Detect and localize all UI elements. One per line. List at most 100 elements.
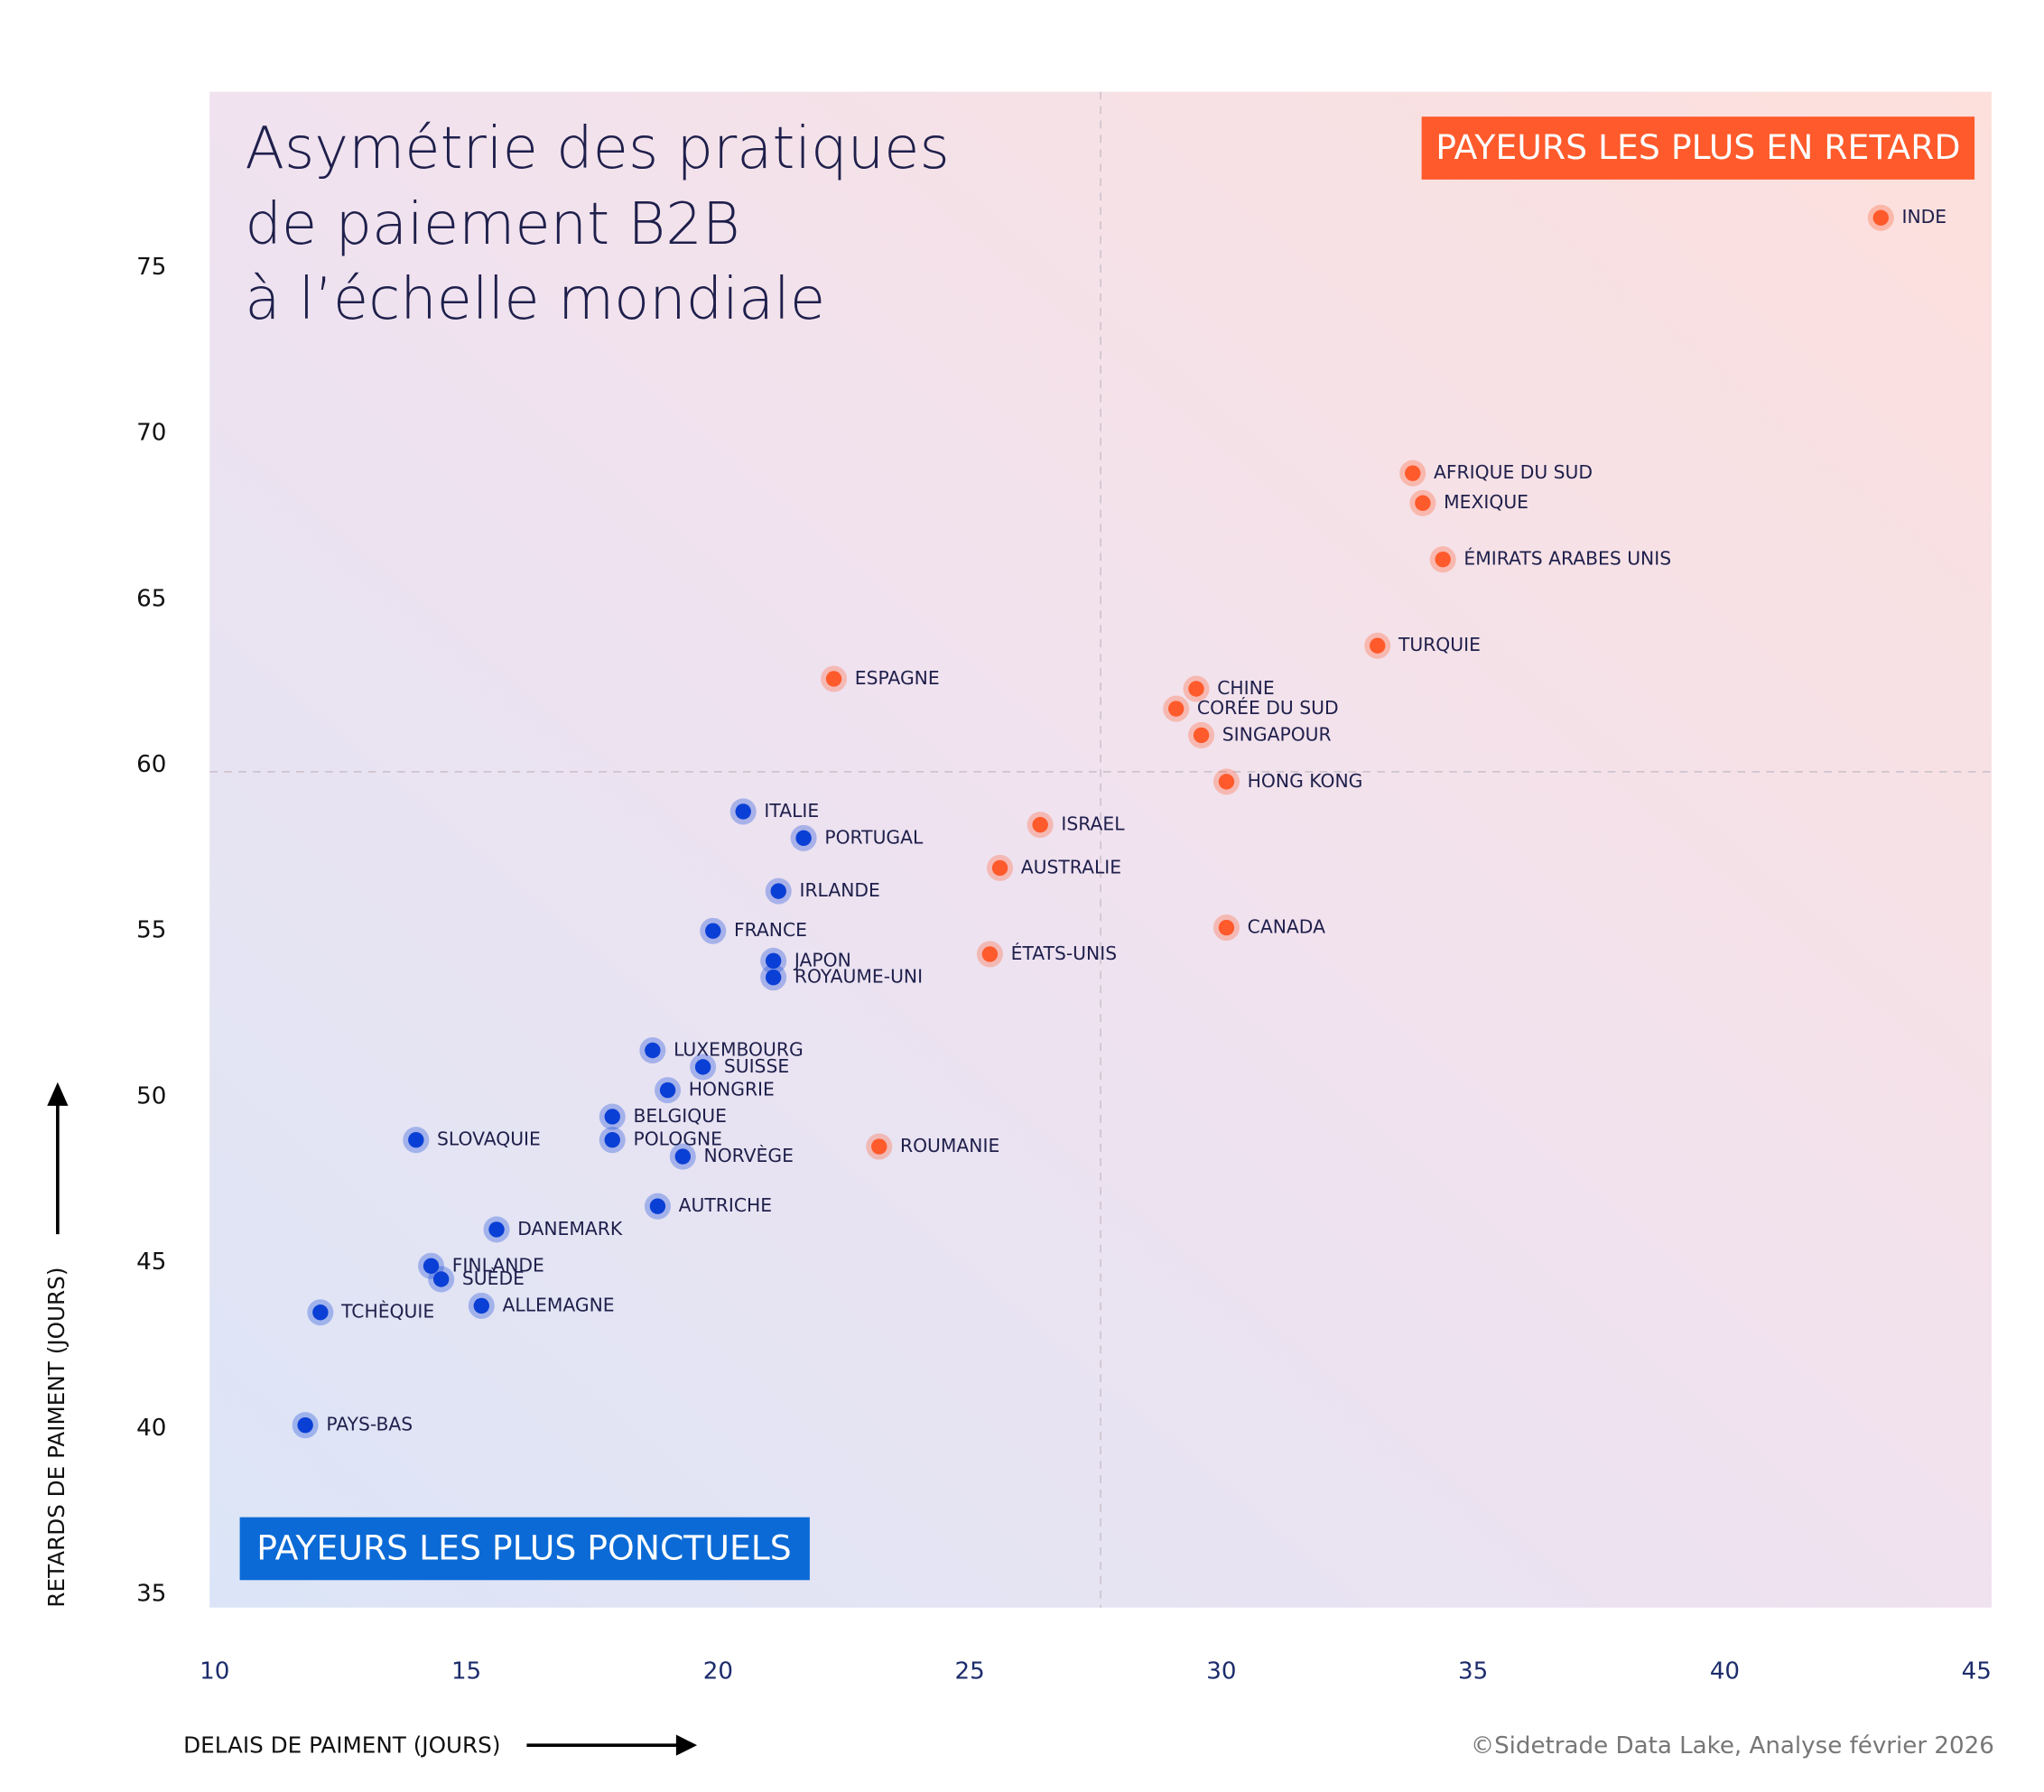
y-tick-label: 35 [136,1581,166,1608]
legend-label: PAYEURS LES PLUS PONCTUELS [256,1527,791,1567]
point [1435,551,1451,568]
point [649,1198,666,1214]
point [488,1221,505,1238]
chart-title: à l’échelle mondiale [245,266,825,333]
point-label: ROUMANIE [900,1135,999,1156]
x-tick-label: 15 [451,1657,481,1685]
point [659,1082,676,1099]
point [770,883,786,899]
point [795,830,812,847]
point-label: HONGRIE [689,1079,775,1100]
point [645,1042,661,1059]
point [432,1271,450,1287]
chart-title: de paiement B2B [245,191,739,258]
point-label: PORTUGAL [824,826,924,848]
x-tick-label: 45 [1962,1657,1992,1685]
x-tick-label: 40 [1710,1657,1740,1685]
point-label: SLOVAQUIE [437,1128,541,1150]
chart-title: Asymétrie des pratiques [245,116,949,182]
point [312,1305,329,1321]
x-tick-label: 35 [1458,1657,1488,1685]
y-tick-label: 65 [136,585,166,612]
point [1193,727,1210,744]
point-label: AFRIQUE DU SUD [1434,461,1593,483]
point-label: LUXEMBOURG [674,1038,804,1060]
point [871,1138,887,1155]
point-label: DANEMARK [517,1218,623,1240]
x-tick-label: 10 [200,1657,229,1685]
point-label: ÉTATS-UNIS [1011,942,1117,964]
point [705,923,721,939]
y-tick-label: 40 [136,1415,166,1442]
point [991,859,1008,877]
point [408,1131,424,1148]
point-label: AUSTRALIE [1021,856,1121,877]
point [674,1148,692,1165]
point-label: ISRAEL [1061,813,1125,835]
y-tick-label: 60 [136,751,166,778]
point [1370,637,1386,654]
point-label: ESPAGNE [855,667,940,689]
point [1872,209,1889,226]
point-label: SINGAPOUR [1222,723,1332,745]
point-label: SUÈDE [462,1267,525,1289]
point-label: INDE [1902,206,1947,227]
point [1415,495,1431,511]
point-label: MEXIQUE [1444,491,1528,513]
point [297,1416,313,1434]
point [604,1131,620,1148]
point-label: AUTRICHE [679,1194,773,1216]
point-label: NORVÈGE [704,1144,794,1166]
y-tick-label: 70 [136,420,166,447]
point [604,1109,620,1125]
point-label: IRLANDE [799,879,879,901]
point-label: BELGIQUE [633,1105,726,1127]
point [765,952,782,969]
point-label: ÉMIRATS ARABES UNIS [1463,547,1671,570]
point [1405,465,1421,481]
point-label: TURQUIE [1398,634,1481,655]
x-tick-label: 30 [1206,1657,1236,1685]
point [473,1297,489,1314]
x-tick-label: 20 [703,1657,733,1685]
point-label: HONG KONG [1248,770,1363,792]
axis-arrow-head [47,1082,69,1106]
x-axis-title: DELAIS DE PAIMENT (JOURS) [183,1732,500,1759]
point [423,1258,440,1275]
point [735,803,751,820]
y-tick-label: 75 [136,254,166,281]
point-label: CANADA [1248,916,1325,938]
y-axis-title: RETARDS DE PAIMENT (JOURS) [43,1267,70,1608]
point-label: SUISSE [724,1055,789,1077]
point [1218,919,1235,936]
point-label: PAYS-BAS [326,1414,413,1435]
point-label: POLOGNE [633,1128,722,1150]
point-label: FINLANDE [452,1254,544,1276]
y-tick-label: 45 [136,1249,166,1276]
point [1032,816,1048,833]
axis-arrow-head [675,1734,698,1756]
legend-box [239,1517,810,1581]
point [1218,774,1235,790]
point-label: ITALIE [764,800,819,822]
point [1188,681,1204,697]
legend-label: PAYEURS LES PLUS EN RETARD [1435,127,1960,167]
point [694,1059,711,1075]
point-label: ROYAUME-UNI [794,966,923,988]
y-tick-label: 55 [136,917,166,944]
point-label: TCHÈQUIE [340,1300,434,1323]
point-label: FRANCE [734,919,807,941]
point [825,671,842,687]
point-label: CORÉE DU SUD [1197,696,1339,719]
point [1168,701,1185,717]
point [765,969,782,986]
point-label: JAPON [793,949,851,970]
legend-box [1421,116,1975,180]
point-label: ALLEMAGNE [503,1294,615,1315]
x-tick-label: 25 [954,1657,984,1685]
point-label: CHINE [1217,677,1274,699]
source: ©Sidetrade Data Lake, Analyse février 20… [1471,1732,1994,1760]
y-tick-label: 50 [136,1082,166,1110]
